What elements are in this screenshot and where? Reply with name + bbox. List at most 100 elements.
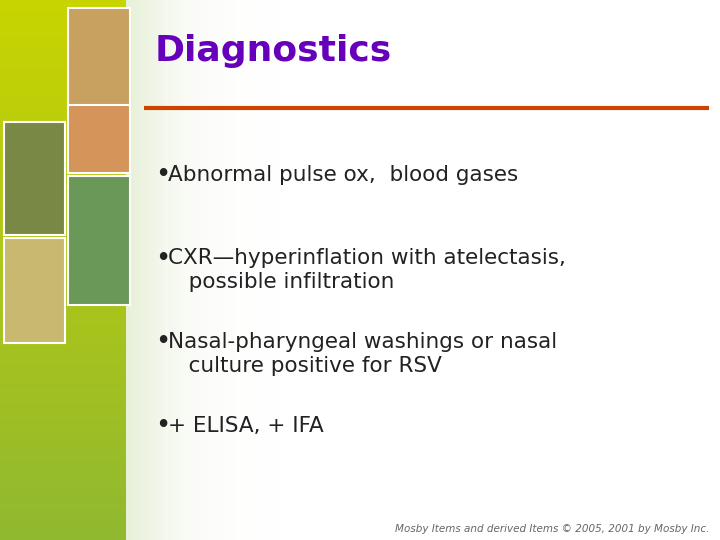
- Bar: [157, 0, 158, 540]
- Bar: [181, 0, 183, 540]
- Bar: [168, 0, 169, 540]
- Bar: [134, 0, 135, 540]
- Bar: [136, 0, 138, 540]
- Bar: [0, 504, 126, 508]
- Text: Mosby Items and derived Items © 2005, 2001 by Mosby Inc.: Mosby Items and derived Items © 2005, 20…: [395, 523, 709, 534]
- Bar: [162, 0, 163, 540]
- Bar: [176, 0, 177, 540]
- Bar: [0, 511, 126, 515]
- Bar: [0, 374, 126, 378]
- Bar: [0, 97, 126, 101]
- Bar: [219, 0, 223, 540]
- Bar: [0, 115, 126, 119]
- Bar: [0, 36, 126, 39]
- Bar: [0, 522, 126, 525]
- Bar: [0, 389, 126, 393]
- Bar: [0, 367, 126, 371]
- Bar: [0, 331, 126, 335]
- Bar: [228, 0, 231, 540]
- Bar: [0, 421, 126, 425]
- Bar: [0, 266, 126, 270]
- Bar: [0, 346, 126, 349]
- Text: CXR—hyperinflation with atelectasis,
   possible infiltration: CXR—hyperinflation with atelectasis, pos…: [168, 248, 566, 292]
- Bar: [0, 529, 126, 533]
- Bar: [154, 0, 158, 540]
- Bar: [0, 205, 126, 209]
- Bar: [0, 32, 126, 36]
- Bar: [177, 0, 178, 540]
- Bar: [171, 0, 172, 540]
- Bar: [0, 288, 126, 292]
- Bar: [68, 176, 130, 305]
- Bar: [0, 360, 126, 363]
- Bar: [134, 0, 138, 540]
- Bar: [68, 105, 130, 173]
- Bar: [211, 0, 215, 540]
- Bar: [144, 0, 145, 540]
- Bar: [0, 180, 126, 184]
- Bar: [0, 209, 126, 212]
- Bar: [158, 0, 159, 540]
- Bar: [0, 39, 126, 43]
- Bar: [0, 223, 126, 227]
- Bar: [142, 0, 143, 540]
- Bar: [0, 410, 126, 414]
- Bar: [195, 0, 199, 540]
- Bar: [140, 0, 141, 540]
- Bar: [143, 0, 146, 540]
- Bar: [0, 133, 126, 137]
- Bar: [0, 108, 126, 112]
- Bar: [159, 0, 160, 540]
- Bar: [215, 0, 219, 540]
- Bar: [0, 417, 126, 421]
- Bar: [0, 339, 126, 342]
- Bar: [0, 317, 126, 320]
- Bar: [0, 130, 126, 133]
- Bar: [0, 468, 126, 471]
- Bar: [0, 385, 126, 389]
- Bar: [0, 403, 126, 407]
- Bar: [0, 7, 126, 11]
- Bar: [0, 464, 126, 468]
- Bar: [0, 184, 126, 187]
- Bar: [0, 378, 126, 382]
- Bar: [130, 0, 134, 540]
- Bar: [129, 0, 130, 540]
- Bar: [280, 0, 284, 540]
- Bar: [175, 0, 176, 540]
- Bar: [0, 486, 126, 490]
- Bar: [0, 490, 126, 493]
- Bar: [0, 177, 126, 180]
- Bar: [0, 428, 126, 432]
- Bar: [0, 220, 126, 223]
- Bar: [196, 0, 197, 540]
- Bar: [0, 173, 126, 177]
- Bar: [0, 158, 126, 162]
- Bar: [0, 479, 126, 482]
- Bar: [0, 471, 126, 475]
- Text: •: •: [155, 162, 170, 188]
- Bar: [0, 155, 126, 158]
- Text: Diagnostics: Diagnostics: [155, 33, 392, 68]
- Bar: [138, 0, 142, 540]
- Bar: [0, 25, 126, 29]
- Bar: [0, 407, 126, 410]
- Bar: [0, 47, 126, 50]
- Bar: [0, 439, 126, 443]
- Bar: [0, 259, 126, 263]
- Bar: [139, 0, 140, 540]
- Bar: [160, 0, 161, 540]
- Bar: [0, 306, 126, 309]
- Bar: [169, 0, 171, 540]
- Bar: [0, 324, 126, 328]
- Bar: [0, 447, 126, 450]
- Text: •: •: [155, 413, 170, 439]
- Bar: [239, 0, 243, 540]
- Bar: [0, 461, 126, 464]
- Bar: [0, 144, 126, 147]
- Bar: [0, 50, 126, 54]
- Bar: [0, 69, 126, 72]
- Bar: [0, 457, 126, 461]
- Bar: [235, 0, 239, 540]
- Bar: [0, 216, 126, 220]
